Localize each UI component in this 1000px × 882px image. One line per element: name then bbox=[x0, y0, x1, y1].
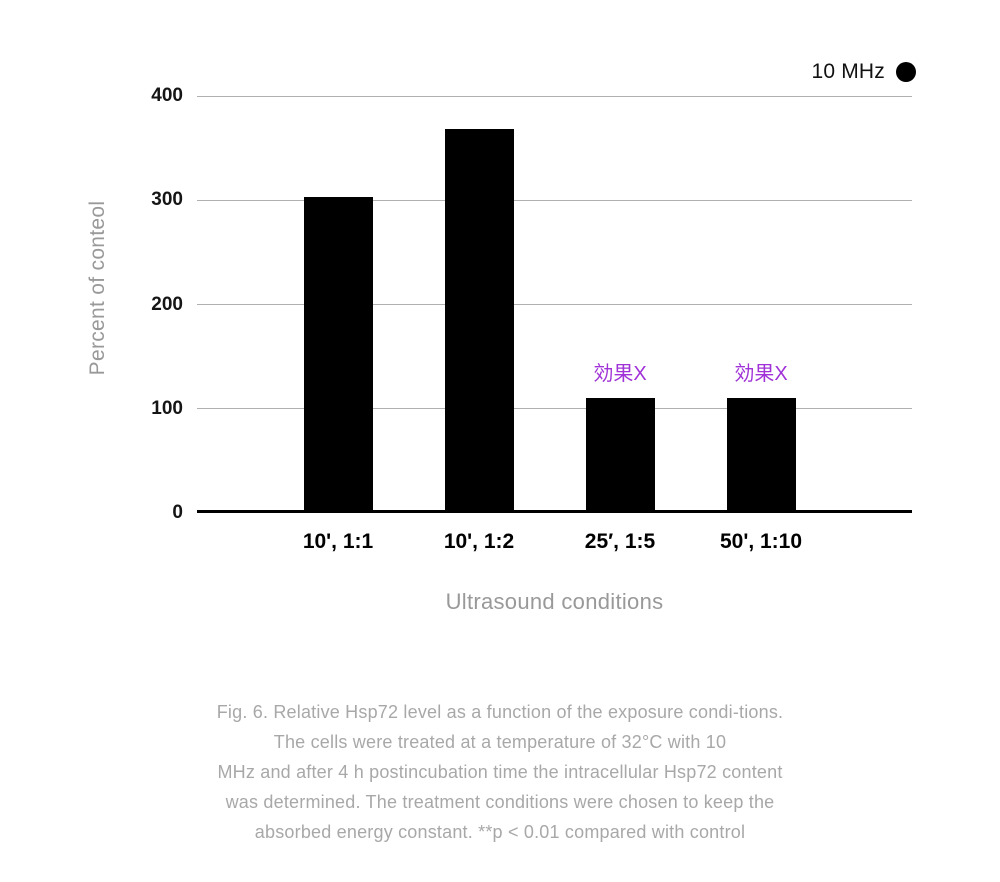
y-tick-label: 200 bbox=[151, 293, 183, 315]
plot-area: 効果X 効果X bbox=[197, 95, 912, 513]
bar bbox=[303, 197, 373, 510]
y-tick-label: 100 bbox=[151, 397, 183, 419]
y-axis-title: Percent of conteol bbox=[86, 200, 109, 376]
annotation-label: 効果X bbox=[593, 363, 647, 385]
gridline bbox=[197, 304, 912, 305]
legend-label: 10 MHz bbox=[811, 60, 885, 83]
y-tick-label: 400 bbox=[151, 85, 183, 106]
annotation-label: 効果X bbox=[734, 363, 788, 385]
y-tick-label: 0 bbox=[172, 502, 183, 523]
x-category-label: 10', 1:1 bbox=[302, 530, 374, 553]
bar bbox=[585, 398, 655, 510]
x-category-label: 25′, 1:5 bbox=[584, 530, 656, 553]
gridline bbox=[197, 199, 912, 201]
caption-line: The cells were treated at a temperature … bbox=[273, 732, 727, 752]
caption-line: Fig. 6. Relative Hsp72 level as a functi… bbox=[216, 702, 784, 722]
caption-line: was determined. The treatment conditions… bbox=[225, 792, 775, 812]
gridline bbox=[197, 95, 912, 97]
y-tick-label: 300 bbox=[151, 189, 183, 211]
legend: 10 MHz bbox=[811, 60, 916, 84]
x-category-label: 10', 1:2 bbox=[443, 530, 515, 553]
caption-line: MHz and after 4 h postincubation time th… bbox=[217, 762, 783, 782]
filled-circle-icon bbox=[896, 62, 916, 82]
x-axis-title: Ultrasound conditions bbox=[445, 589, 664, 614]
figure-caption: Fig. 6. Relative Hsp72 level as a functi… bbox=[0, 697, 1000, 847]
bar bbox=[444, 129, 514, 510]
bar bbox=[726, 398, 796, 510]
y-axis-tick-labels: 0 100 200 300 400 bbox=[0, 85, 183, 523]
x-axis-category-labels: 10', 1:1 10', 1:2 25′, 1:5 50', 1:10 bbox=[197, 530, 912, 558]
caption-line: absorbed energy constant. **p < 0.01 com… bbox=[254, 822, 746, 842]
x-category-label: 50', 1:10 bbox=[719, 530, 803, 553]
gridline bbox=[197, 408, 912, 410]
